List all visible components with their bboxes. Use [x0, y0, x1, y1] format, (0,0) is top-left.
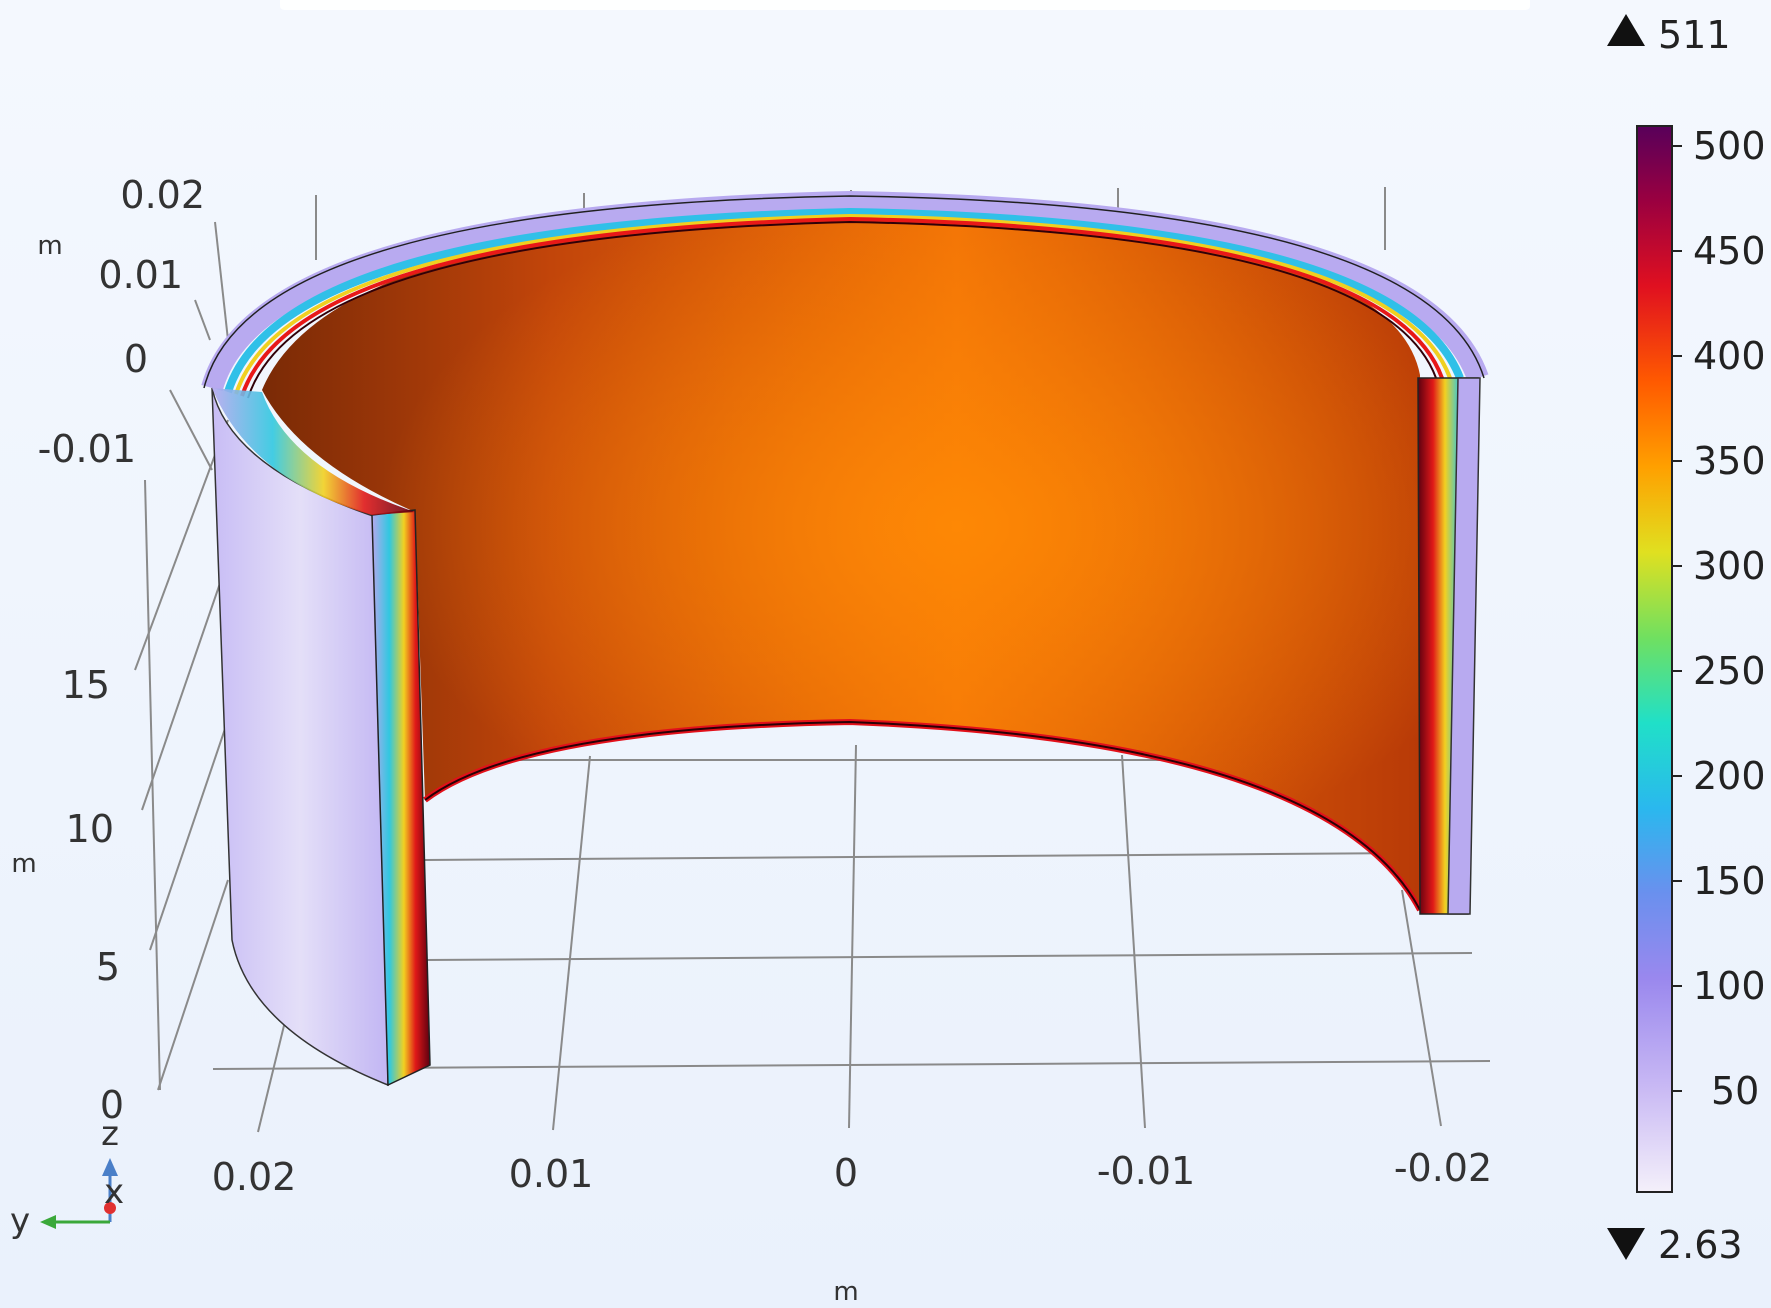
- triad-z-label: z: [101, 1114, 119, 1154]
- tick-label: 10: [66, 807, 114, 851]
- colorbar-gradient: [1636, 125, 1673, 1193]
- colorbar-tick-label: 450: [1693, 229, 1766, 273]
- tick-label: 0.01: [509, 1152, 594, 1196]
- min-triangle-icon: [1607, 1228, 1645, 1260]
- tick-label: 5: [96, 945, 120, 989]
- tick-label: 0.02: [120, 173, 205, 217]
- z-axis-tick-labels: 15 10 5 0 m: [11, 663, 124, 1127]
- tick-label: 0.02: [212, 1155, 297, 1199]
- z-axis-arrowhead: [102, 1158, 118, 1176]
- x-axis-tick-labels: 0.02 0.01 0 -0.01 -0.02 m: [212, 1146, 1492, 1307]
- tick-label: -0.01: [38, 427, 136, 471]
- y-axis-arrowhead: [40, 1215, 56, 1229]
- tick-label: -0.02: [1394, 1146, 1492, 1190]
- axis-unit-label: m: [833, 1277, 858, 1307]
- colorbar-tick-label: 50: [1711, 1069, 1759, 1113]
- axis-unit-label: m: [11, 849, 36, 879]
- axis-triad: z x y: [10, 1114, 124, 1241]
- tick-label: 0.01: [98, 253, 183, 297]
- x-axis-dot: [104, 1202, 116, 1214]
- toolbar-edge: [280, 0, 1530, 10]
- colorbar-tick-label: 200: [1693, 754, 1766, 798]
- tick-label: -0.01: [1097, 1149, 1195, 1193]
- max-triangle-icon: [1607, 14, 1645, 46]
- colorbar-tick-label: 300: [1693, 544, 1766, 588]
- cylinder-right-wall: [1417, 377, 1481, 915]
- x-depth-axis-tick-labels: 0.02 0.01 0 -0.01 m: [37, 173, 205, 471]
- colorbar-tick-label: 100: [1693, 964, 1766, 1008]
- colorbar-max-label: 511: [1658, 13, 1731, 57]
- colorbar-tick-label: 350: [1693, 439, 1766, 483]
- tick-label: 0: [100, 1083, 124, 1127]
- triad-y-label: y: [10, 1201, 30, 1241]
- tick-label: 0: [834, 1151, 858, 1195]
- colorbar: 511 500 450 400 350 300 250 200 150 100 …: [1607, 13, 1766, 1267]
- tick-label: 0: [124, 337, 148, 381]
- colorbar-min-label: 2.63: [1658, 1223, 1743, 1267]
- colorbar-tick-label: 400: [1693, 334, 1766, 378]
- colorbar-tick-label: 250: [1693, 649, 1766, 693]
- colorbar-tick-label: 500: [1693, 124, 1766, 168]
- colorbar-tick-label: 150: [1693, 859, 1766, 903]
- cylinder-inner-surface: [262, 212, 1423, 912]
- axis-unit-label: m: [37, 231, 62, 261]
- cylinder-left-wall: [211, 387, 431, 1087]
- tick-label: 15: [62, 663, 110, 707]
- cylinder-top-rim: [201, 190, 1489, 399]
- triad-x-label: x: [104, 1172, 124, 1212]
